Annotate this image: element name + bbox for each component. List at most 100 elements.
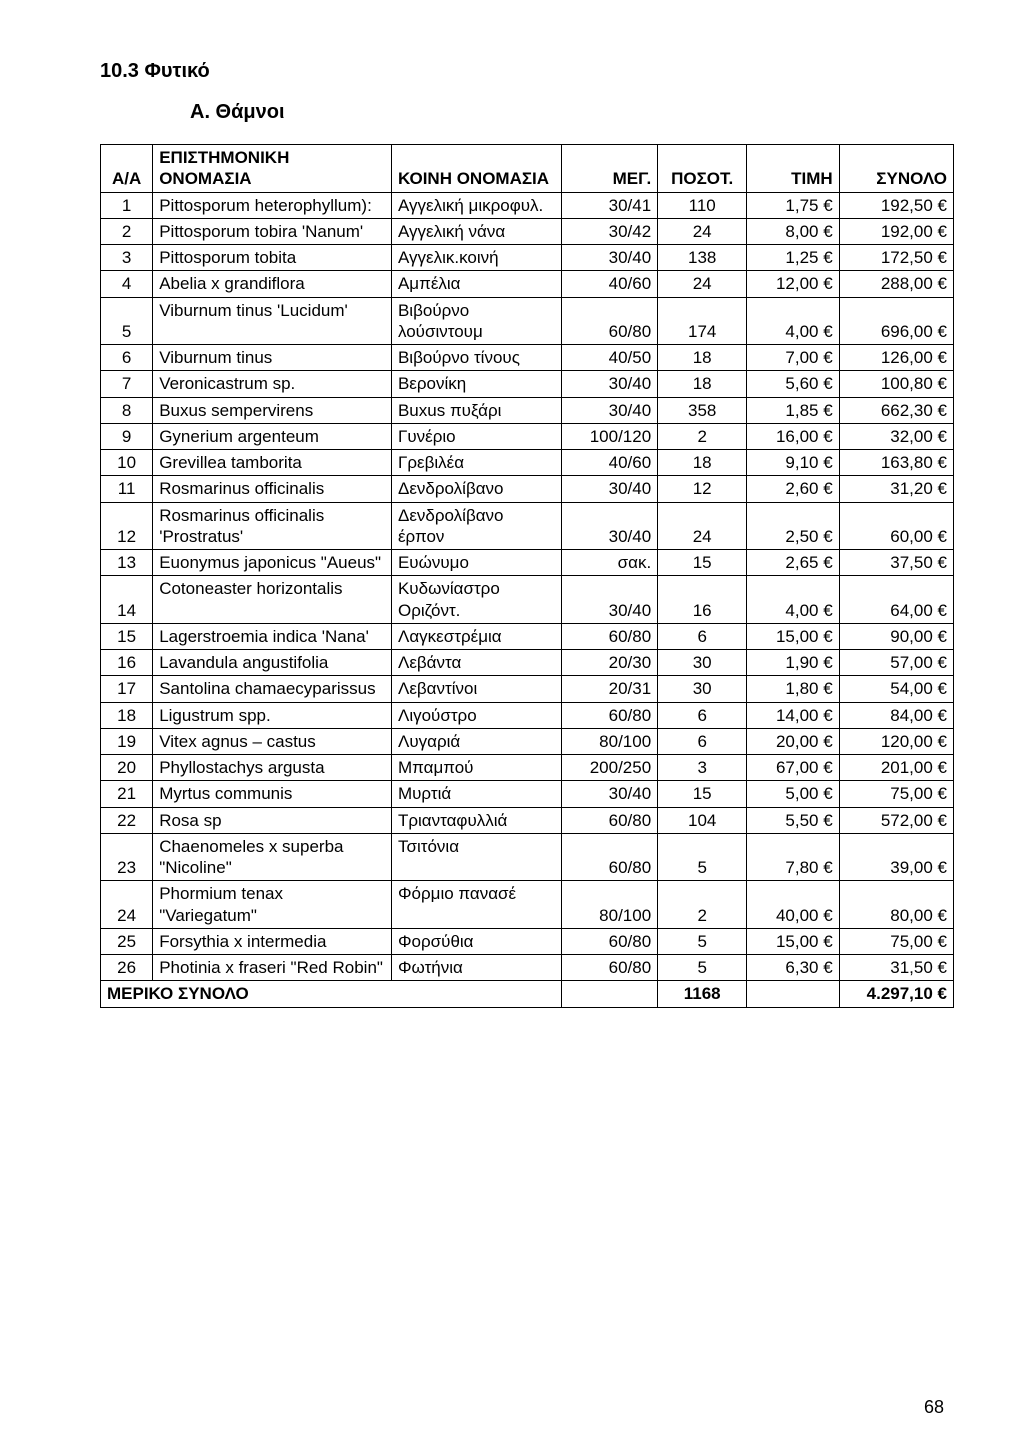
cell-col-qty: 18 — [658, 371, 747, 397]
cell-col-qty: 15 — [658, 550, 747, 576]
cell-col-sci: Vitex agnus – castus — [153, 728, 392, 754]
subtotal-qty: 1168 — [658, 981, 747, 1007]
cell-col-price: 7,00 € — [747, 345, 839, 371]
cell-col-meg: 30/41 — [561, 192, 658, 218]
cell-col-price: 9,10 € — [747, 450, 839, 476]
cell-col-price: 2,65 € — [747, 550, 839, 576]
cell-col-price: 5,60 € — [747, 371, 839, 397]
cell-col-sci: Viburnum tinus 'Lucidum' — [153, 297, 392, 345]
cell-col-com: Γρεβιλέα — [391, 450, 561, 476]
cell-col-total: 662,30 € — [839, 397, 953, 423]
cell-col-qty: 2 — [658, 423, 747, 449]
cell-col-total: 54,00 € — [839, 676, 953, 702]
cell-col-meg: 40/50 — [561, 345, 658, 371]
cell-col-com: Μπαμπού — [391, 755, 561, 781]
cell-col-com: Λεβαντίνοι — [391, 676, 561, 702]
cell-col-aa: 14 — [101, 576, 153, 624]
cell-col-com: Βερονίκη — [391, 371, 561, 397]
table-row: 17Santolina chamaecyparissusΛεβαντίνοι20… — [101, 676, 954, 702]
section-number: 10.3 Φυτικό — [100, 60, 954, 83]
table-row: 3Pittosporum tobitaΑγγελικ.κοινή30/40138… — [101, 245, 954, 271]
table-row: 16Lavandula angustifoliaΛεβάντα20/30301,… — [101, 650, 954, 676]
cell-col-aa: 22 — [101, 807, 153, 833]
cell-col-qty: 2 — [658, 881, 747, 929]
cell-col-aa: 17 — [101, 676, 153, 702]
cell-col-aa: 16 — [101, 650, 153, 676]
table-row: 19Vitex agnus – castusΛυγαριά80/100620,0… — [101, 728, 954, 754]
cell-col-aa: 13 — [101, 550, 153, 576]
table-row: 15Lagerstroemia indica 'Nana'Λαγκεστρέμι… — [101, 623, 954, 649]
cell-col-meg: σακ. — [561, 550, 658, 576]
cell-col-total: 60,00 € — [839, 502, 953, 550]
cell-col-aa: 9 — [101, 423, 153, 449]
cell-col-aa: 6 — [101, 345, 153, 371]
cell-col-sci: Santolina chamaecyparissus — [153, 676, 392, 702]
table-row: 13Euonymus japonicus "Aueus"Ευώνυμοσακ.1… — [101, 550, 954, 576]
table-row: 25Forsythia x intermediaΦορσύθια60/80515… — [101, 928, 954, 954]
cell-col-price: 1,80 € — [747, 676, 839, 702]
table-row: 4Abelia x grandifloraΑμπέλια40/602412,00… — [101, 271, 954, 297]
cell-col-com: Αγγελικ.κοινή — [391, 245, 561, 271]
subtotal-empty-price — [747, 981, 839, 1007]
cell-col-qty: 30 — [658, 676, 747, 702]
cell-col-total: 39,00 € — [839, 833, 953, 881]
cell-col-qty: 5 — [658, 955, 747, 981]
col-qty: ΠΟΣΟΤ. — [658, 145, 747, 193]
cell-col-meg: 30/40 — [561, 371, 658, 397]
cell-col-com: Φόρμιο πανασέ — [391, 881, 561, 929]
col-com: ΚΟΙΝΗ ΟΝΟΜΑΣΙΑ — [391, 145, 561, 193]
col-price: ΤΙΜΗ — [747, 145, 839, 193]
cell-col-sci: Pittosporum tobira 'Nanum' — [153, 218, 392, 244]
cell-col-price: 5,50 € — [747, 807, 839, 833]
cell-col-qty: 24 — [658, 271, 747, 297]
cell-col-meg: 60/80 — [561, 702, 658, 728]
cell-col-sci: Rosa sp — [153, 807, 392, 833]
cell-col-qty: 18 — [658, 345, 747, 371]
cell-col-meg: 40/60 — [561, 450, 658, 476]
table-row: 20Phyllostachys argustaΜπαμπού200/250367… — [101, 755, 954, 781]
cell-col-total: 192,50 € — [839, 192, 953, 218]
cell-col-qty: 6 — [658, 728, 747, 754]
cell-col-sci: Viburnum tinus — [153, 345, 392, 371]
cell-col-meg: 30/40 — [561, 476, 658, 502]
cell-col-aa: 1 — [101, 192, 153, 218]
cell-col-aa: 4 — [101, 271, 153, 297]
cell-col-price: 1,25 € — [747, 245, 839, 271]
cell-col-sci: Lagerstroemia indica 'Nana' — [153, 623, 392, 649]
cell-col-total: 31,50 € — [839, 955, 953, 981]
cell-col-meg: 60/80 — [561, 833, 658, 881]
col-total: ΣΥΝΟΛΟ — [839, 145, 953, 193]
col-aa: Α/Α — [101, 145, 153, 193]
cell-col-com: Buxus πυξάρι — [391, 397, 561, 423]
table-row: 21Myrtus communisΜυρτιά30/40155,00 €75,0… — [101, 781, 954, 807]
cell-col-qty: 18 — [658, 450, 747, 476]
cell-col-meg: 60/80 — [561, 297, 658, 345]
cell-col-qty: 15 — [658, 781, 747, 807]
cell-col-meg: 60/80 — [561, 955, 658, 981]
cell-col-qty: 16 — [658, 576, 747, 624]
cell-col-price: 15,00 € — [747, 928, 839, 954]
cell-col-com: Λιγούστρο — [391, 702, 561, 728]
cell-col-sci: Lavandula angustifolia — [153, 650, 392, 676]
cell-col-qty: 3 — [658, 755, 747, 781]
cell-col-total: 75,00 € — [839, 781, 953, 807]
cell-col-meg: 30/40 — [561, 781, 658, 807]
cell-col-aa: 11 — [101, 476, 153, 502]
cell-col-price: 1,85 € — [747, 397, 839, 423]
cell-col-com: Μυρτιά — [391, 781, 561, 807]
cell-col-sci: Photinia x fraseri "Red Robin" — [153, 955, 392, 981]
cell-col-price: 67,00 € — [747, 755, 839, 781]
cell-col-sci: Grevillea tamborita — [153, 450, 392, 476]
cell-col-meg: 20/31 — [561, 676, 658, 702]
cell-col-aa: 12 — [101, 502, 153, 550]
cell-col-price: 16,00 € — [747, 423, 839, 449]
table-row: 2Pittosporum tobira 'Nanum'Αγγελική νάνα… — [101, 218, 954, 244]
cell-col-price: 12,00 € — [747, 271, 839, 297]
cell-col-com: Βιβούρνο τίνους — [391, 345, 561, 371]
cell-col-price: 14,00 € — [747, 702, 839, 728]
header-row: Α/Α ΕΠΙΣΤΗΜΟΝΙΚΗ ΟΝΟΜΑΣΙΑ ΚΟΙΝΗ ΟΝΟΜΑΣΙΑ… — [101, 145, 954, 193]
subheading: Α. Θάμνοι — [190, 101, 954, 124]
cell-col-meg: 60/80 — [561, 928, 658, 954]
table-row: 23Chaenomeles x superba "Nicoline"Τσιτόν… — [101, 833, 954, 881]
subtotal-empty-meg — [561, 981, 658, 1007]
